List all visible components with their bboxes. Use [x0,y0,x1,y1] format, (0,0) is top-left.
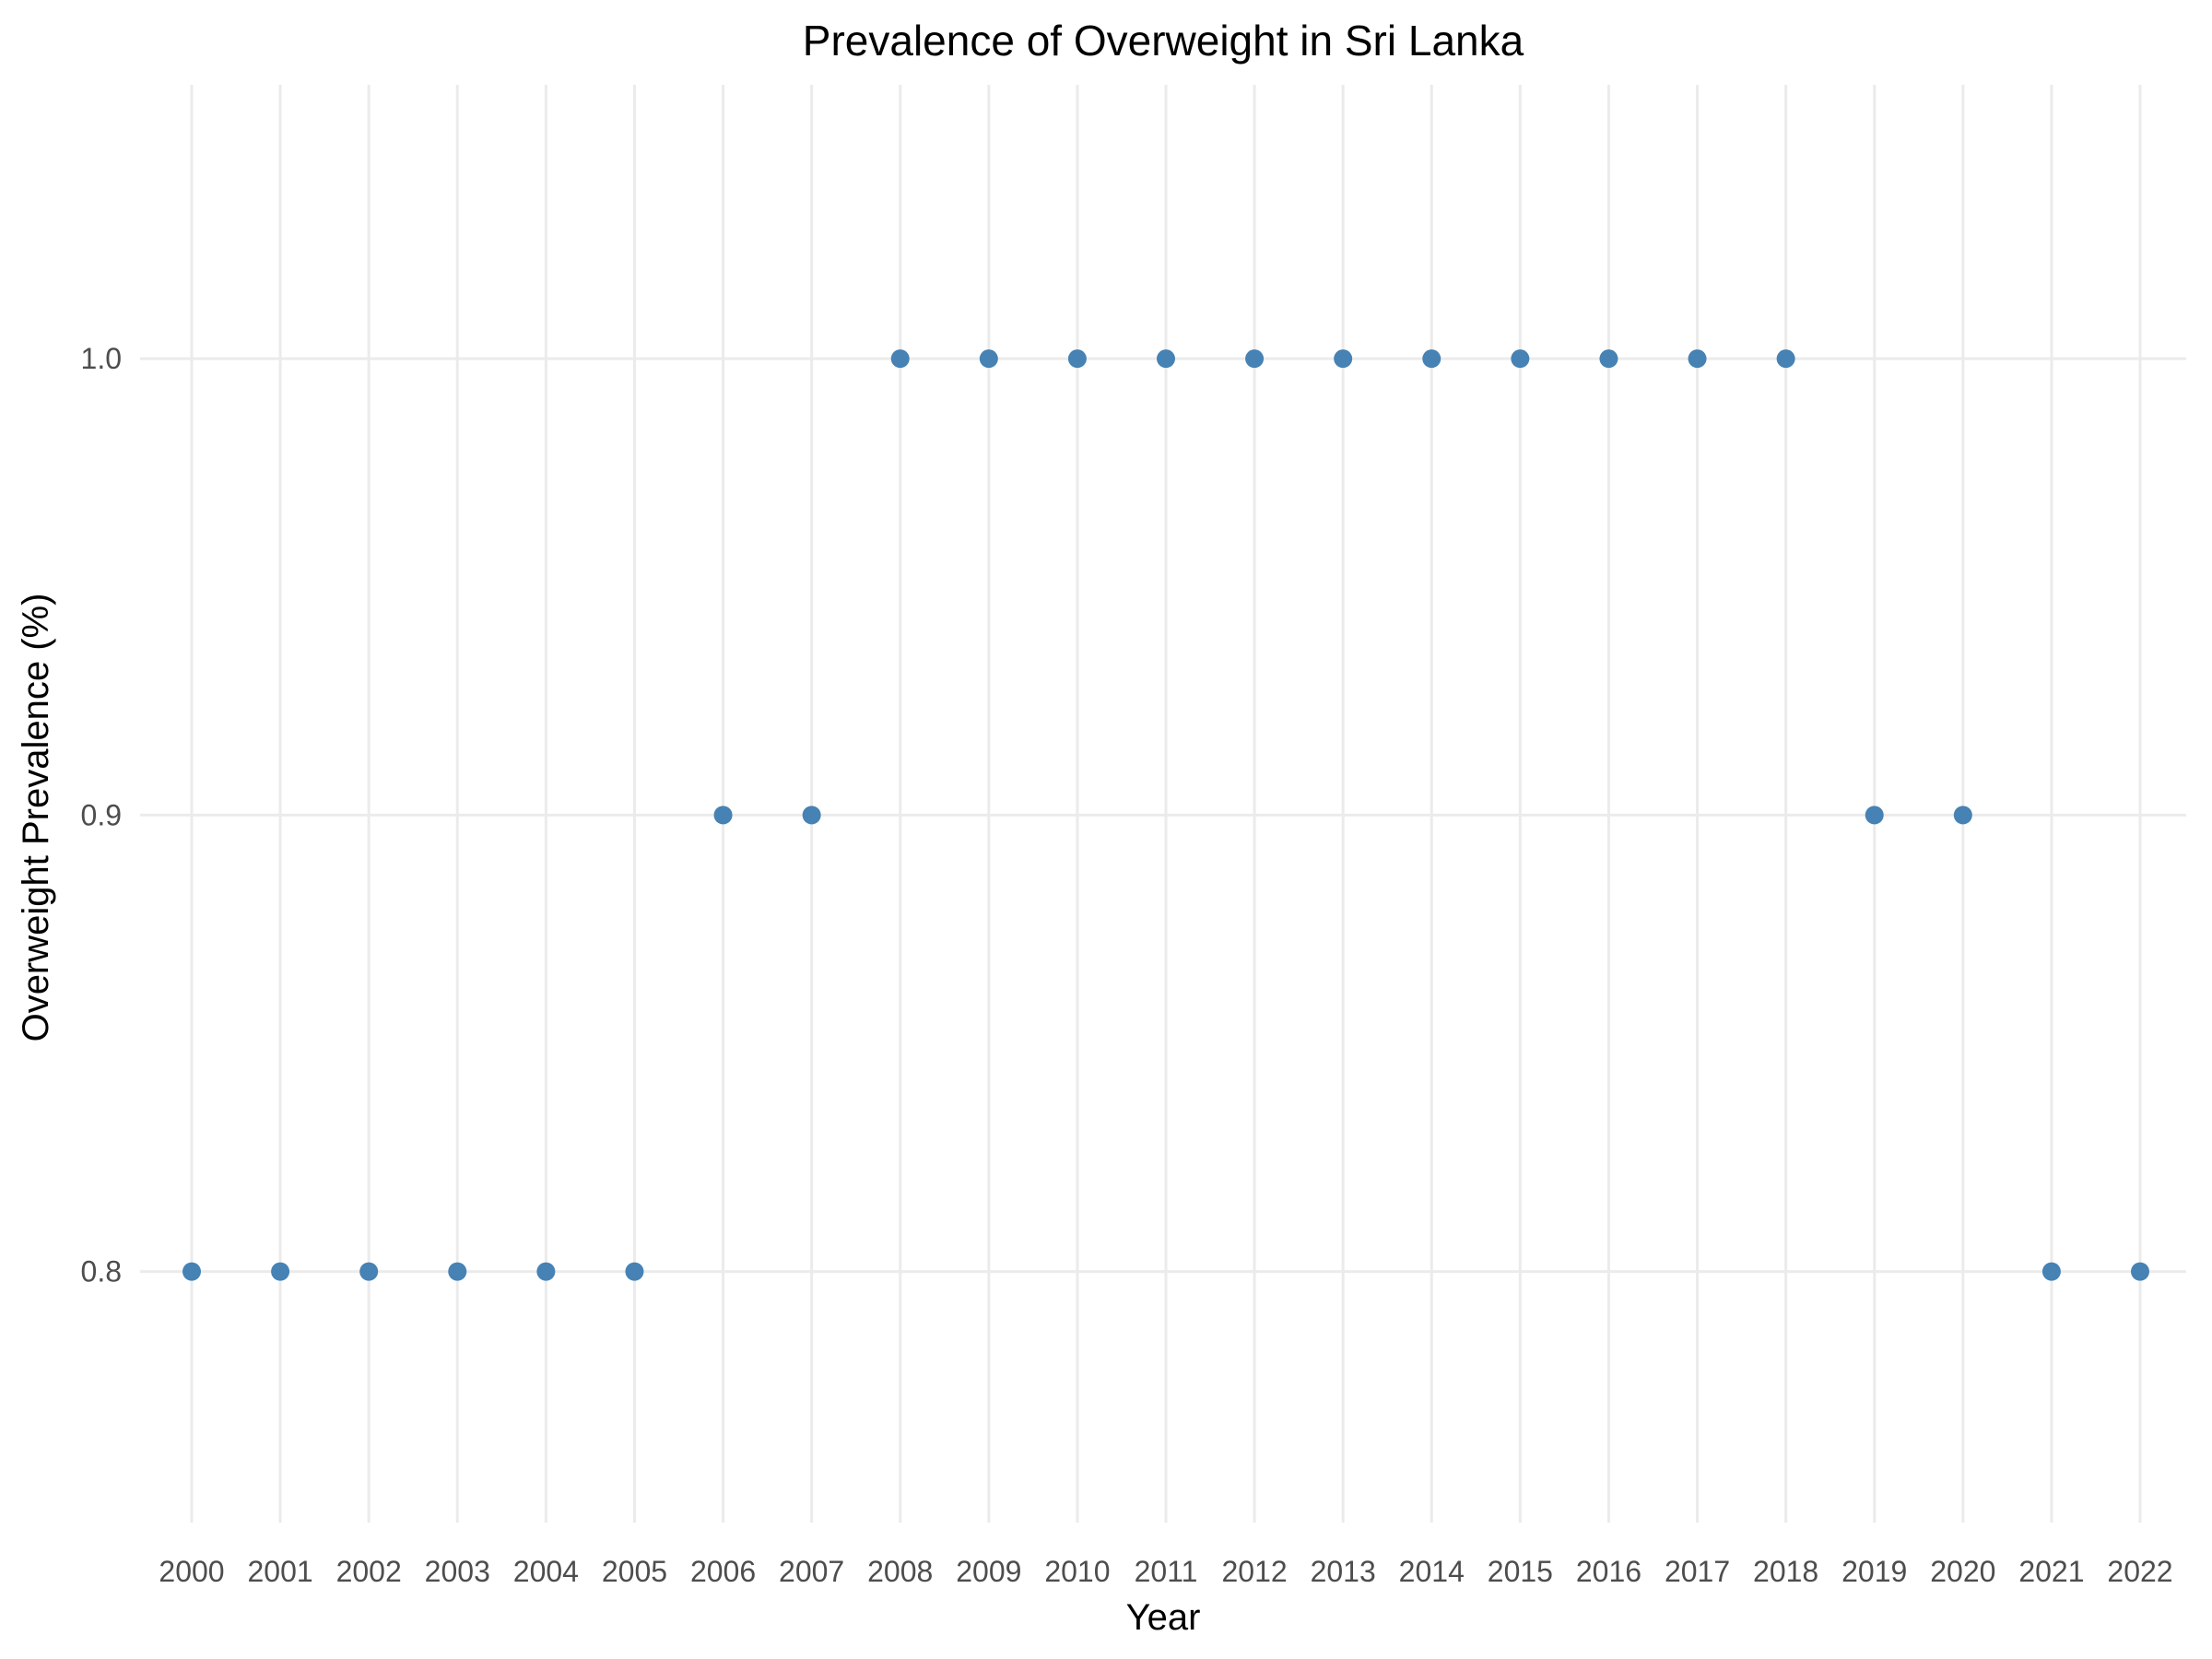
x-tick-label: 2004 [513,1555,579,1588]
x-tick-label: 2019 [1841,1555,1907,1588]
data-point [182,1262,201,1281]
data-point [979,349,998,369]
x-tick-label: 2002 [336,1555,402,1588]
x-tick-label: 2020 [1930,1555,1995,1588]
y-tick-label: 0.8 [81,1255,122,1288]
x-tick-label: 2008 [867,1555,933,1588]
x-tick-label: 2007 [779,1555,844,1588]
data-point [1688,349,1707,369]
data-point [890,349,910,369]
data-point [2041,1262,2061,1281]
x-tick-label: 2009 [956,1555,1021,1588]
data-point [1511,349,1530,369]
x-tick-label: 2016 [1576,1555,1641,1588]
vertical-gridlines [190,85,2142,1523]
data-point [1953,806,1972,825]
data-point [1865,806,1884,825]
data-point [1776,349,1795,369]
x-tick-label: 2011 [1135,1555,1198,1588]
x-tick-label: 2018 [1753,1555,1818,1588]
y-tick-labels: 0.8 0.9 1.0 [81,342,122,1288]
x-tick-label: 2001 [247,1555,312,1588]
y-axis-title: Overweight Prevalence (%) [16,594,56,1042]
x-tick-label: 2000 [159,1555,224,1588]
x-tick-label: 2021 [2018,1555,2084,1588]
data-point [271,1262,290,1281]
data-point [2131,1262,2149,1281]
x-tick-label: 2015 [1488,1555,1553,1588]
x-tick-label: 2006 [690,1555,756,1588]
y-tick-label: 0.9 [81,798,122,831]
data-point [359,1262,379,1281]
x-tick-label: 2012 [1221,1555,1287,1588]
data-point [1157,349,1175,369]
x-tick-label: 2010 [1044,1555,1110,1588]
data-point [1245,349,1265,369]
x-tick-labels: 2000 2001 2002 2003 2004 2005 2006 2007 2008 2009… [159,1555,2172,1588]
x-tick-label: 2017 [1665,1555,1730,1588]
data-point [713,806,733,825]
data-point [1334,349,1353,369]
data-point [1422,349,1441,369]
data-point [1067,349,1087,369]
data-point [448,1262,467,1281]
data-point [625,1262,644,1281]
data-point [1599,349,1618,369]
x-axis-title: Year [1126,1597,1201,1638]
x-tick-label: 2013 [1311,1555,1376,1588]
x-tick-label: 2003 [425,1555,490,1588]
x-tick-label: 2014 [1399,1555,1465,1588]
x-tick-label: 2005 [602,1555,667,1588]
y-tick-label: 1.0 [81,342,122,375]
chart-title: Prevalence of Overweight in Sri Lanka [803,17,1524,65]
x-tick-label: 2022 [2107,1555,2172,1588]
data-point [802,806,821,825]
data-point [536,1262,556,1281]
data-points [182,349,2149,1281]
